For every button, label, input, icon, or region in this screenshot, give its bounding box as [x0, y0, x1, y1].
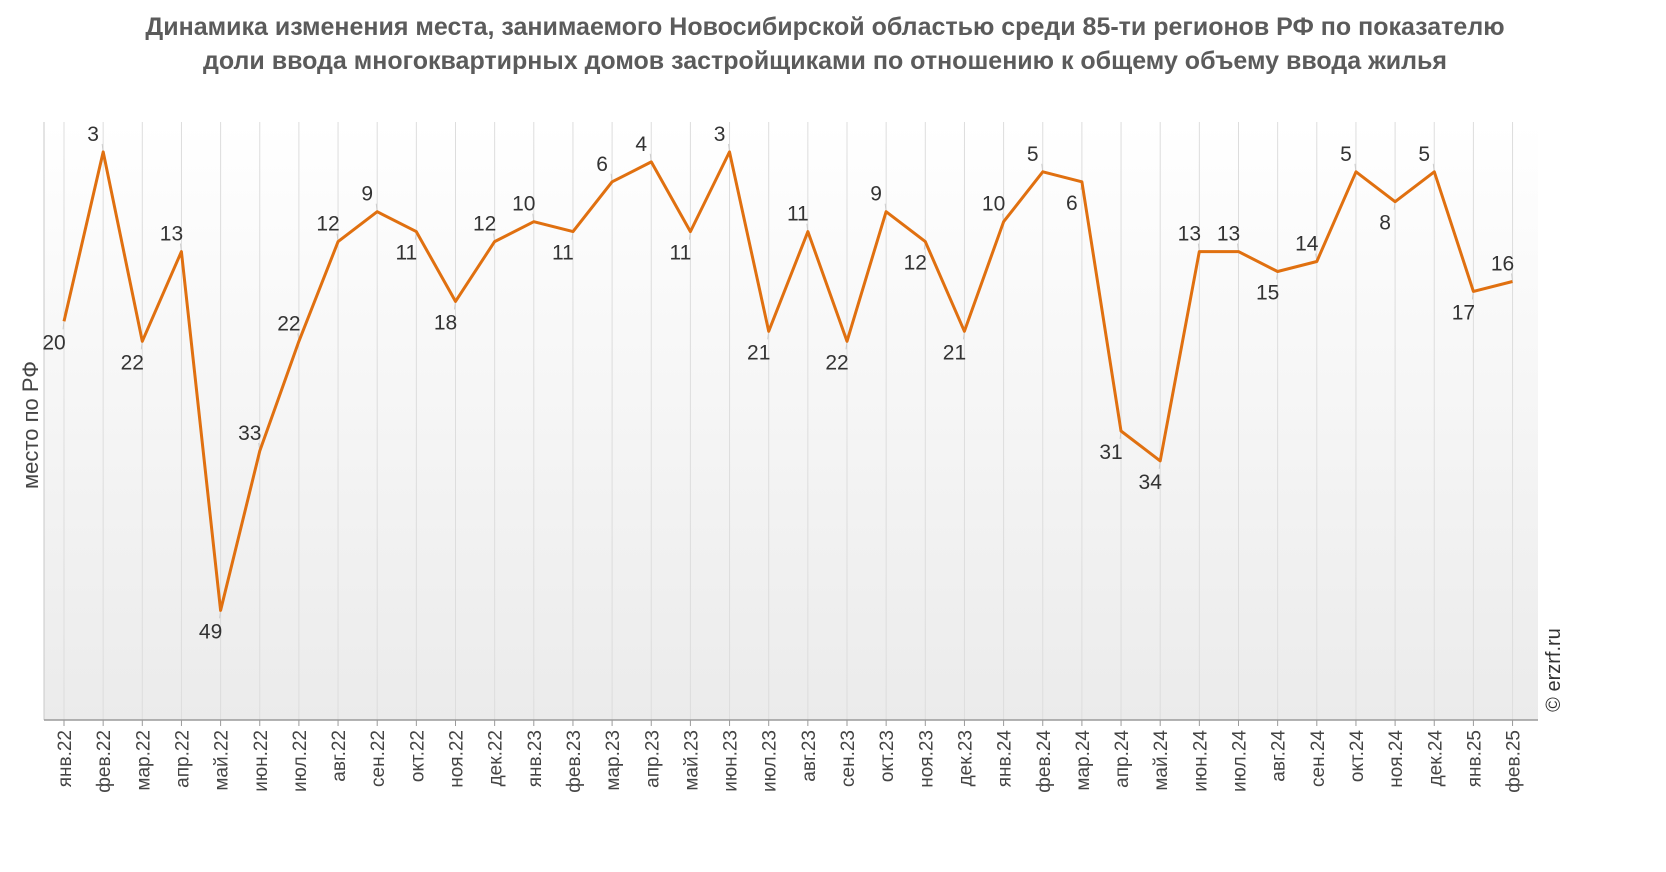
data-label: 12: [473, 213, 496, 236]
x-tick-label: фев.24: [1034, 730, 1055, 793]
chart-title: Динамика изменения места, занимаемого Но…: [145, 13, 1505, 75]
x-tick-label: янв.25: [1464, 730, 1485, 787]
data-label: 18: [434, 311, 457, 334]
x-tick-label: дек.23: [955, 730, 976, 786]
data-label: 34: [1139, 471, 1163, 494]
x-tick-label: авг.22: [329, 730, 350, 782]
data-label: 21: [943, 341, 966, 364]
data-label: 10: [982, 193, 1005, 216]
x-tick-label: апр.22: [172, 730, 193, 788]
data-label: 22: [277, 312, 300, 335]
data-label: 21: [747, 341, 770, 364]
series-line: [62, 150, 1513, 612]
data-label: 8: [1379, 212, 1391, 235]
watermark: © erzrf.ru: [1543, 628, 1565, 712]
data-label: 13: [160, 223, 183, 246]
data-label: 33: [238, 422, 261, 445]
x-tick-label: сен.22: [368, 730, 389, 787]
data-label: 5: [1340, 143, 1352, 166]
x-tick-label: июл.22: [290, 730, 311, 792]
x-tick-label: май.24: [1151, 730, 1172, 791]
x-tick-label: мар.22: [133, 730, 154, 791]
data-label: 4: [635, 133, 647, 156]
data-label: 14: [1295, 233, 1319, 256]
x-tick-label: фев.22: [94, 730, 115, 793]
data-label: 22: [121, 351, 144, 374]
x-tick-label: июн.24: [1190, 730, 1211, 792]
y-axis-label: место по РФ: [18, 361, 43, 489]
data-label: 31: [1099, 441, 1122, 464]
x-tick-label: ноя.24: [1386, 730, 1407, 788]
data-label: 17: [1452, 301, 1475, 324]
x-tick-label: июн.22: [251, 730, 272, 792]
data-label: 9: [870, 183, 882, 206]
data-label: 11: [395, 242, 417, 265]
x-tick-label: окт.24: [1347, 730, 1368, 783]
x-tick-label: окт.22: [407, 730, 428, 782]
data-label: 11: [669, 242, 691, 265]
x-tick-label: фев.23: [564, 730, 585, 793]
x-tick-label: ноя.22: [447, 730, 468, 788]
data-label: 16: [1491, 252, 1514, 275]
data-label: 11: [787, 203, 809, 226]
data-label: 22: [825, 351, 848, 374]
data-label: 13: [1178, 223, 1201, 246]
x-tick-label: сен.24: [1308, 730, 1329, 787]
data-label: 9: [361, 183, 373, 206]
x-tick-label: июл.23: [760, 730, 781, 792]
data-label: 6: [1066, 192, 1078, 215]
label-leader: [1511, 273, 1514, 282]
x-tick-label: мар.24: [1073, 730, 1094, 791]
data-label: 3: [87, 123, 99, 146]
data-labels: 20 3 22 13 49 33 22 12 9 11 18 12 10 11 6 4 11 3 21 11 22 9 12…: [42, 123, 1514, 643]
data-label: 6: [596, 153, 608, 176]
x-tick-label: янв.22: [55, 730, 76, 787]
x-tick-label: апр.23: [642, 730, 663, 788]
data-label: 12: [904, 252, 927, 275]
x-tick-label: ноя.23: [916, 730, 937, 788]
x-tick-label: июл.24: [1230, 730, 1251, 792]
x-tick-label: янв.24: [995, 730, 1016, 788]
x-tick-label: июн.23: [721, 730, 742, 792]
x-tick-label: авг.24: [1269, 730, 1290, 782]
x-tick-label: май.22: [212, 730, 233, 791]
x-tick-label: мар.23: [603, 730, 624, 791]
data-label: 5: [1027, 143, 1039, 166]
label-leader: [62, 321, 65, 330]
plot-area: [44, 122, 1538, 720]
grid-lines: [63, 122, 1514, 720]
x-tick-label: фев.25: [1504, 730, 1525, 793]
x-tick-labels: янв.22 фев.22 мар.22 апр.22 май.22 июн.22 июл.…: [55, 730, 1525, 793]
x-tick-label: дек.22: [486, 730, 507, 786]
x-tick-label: янв.23: [525, 730, 546, 787]
data-label: 10: [512, 193, 535, 216]
x-tick-label: авг.23: [799, 730, 820, 782]
x-tick-label: сен.23: [838, 730, 859, 787]
x-tick-label: апр.24: [1112, 730, 1133, 788]
x-tick-label: окт.23: [877, 730, 898, 782]
data-label: 13: [1217, 223, 1240, 246]
data-label: 5: [1418, 143, 1430, 166]
data-label: 11: [552, 242, 574, 265]
data-label: 12: [316, 213, 339, 236]
data-label: 3: [714, 123, 726, 146]
data-label: 15: [1256, 282, 1279, 305]
x-tick-label: дек.24: [1425, 730, 1446, 787]
data-label: 20: [42, 331, 65, 354]
x-tick-label: май.23: [681, 730, 702, 791]
data-label: 49: [199, 620, 222, 643]
x-tick-marks: [63, 720, 1514, 726]
